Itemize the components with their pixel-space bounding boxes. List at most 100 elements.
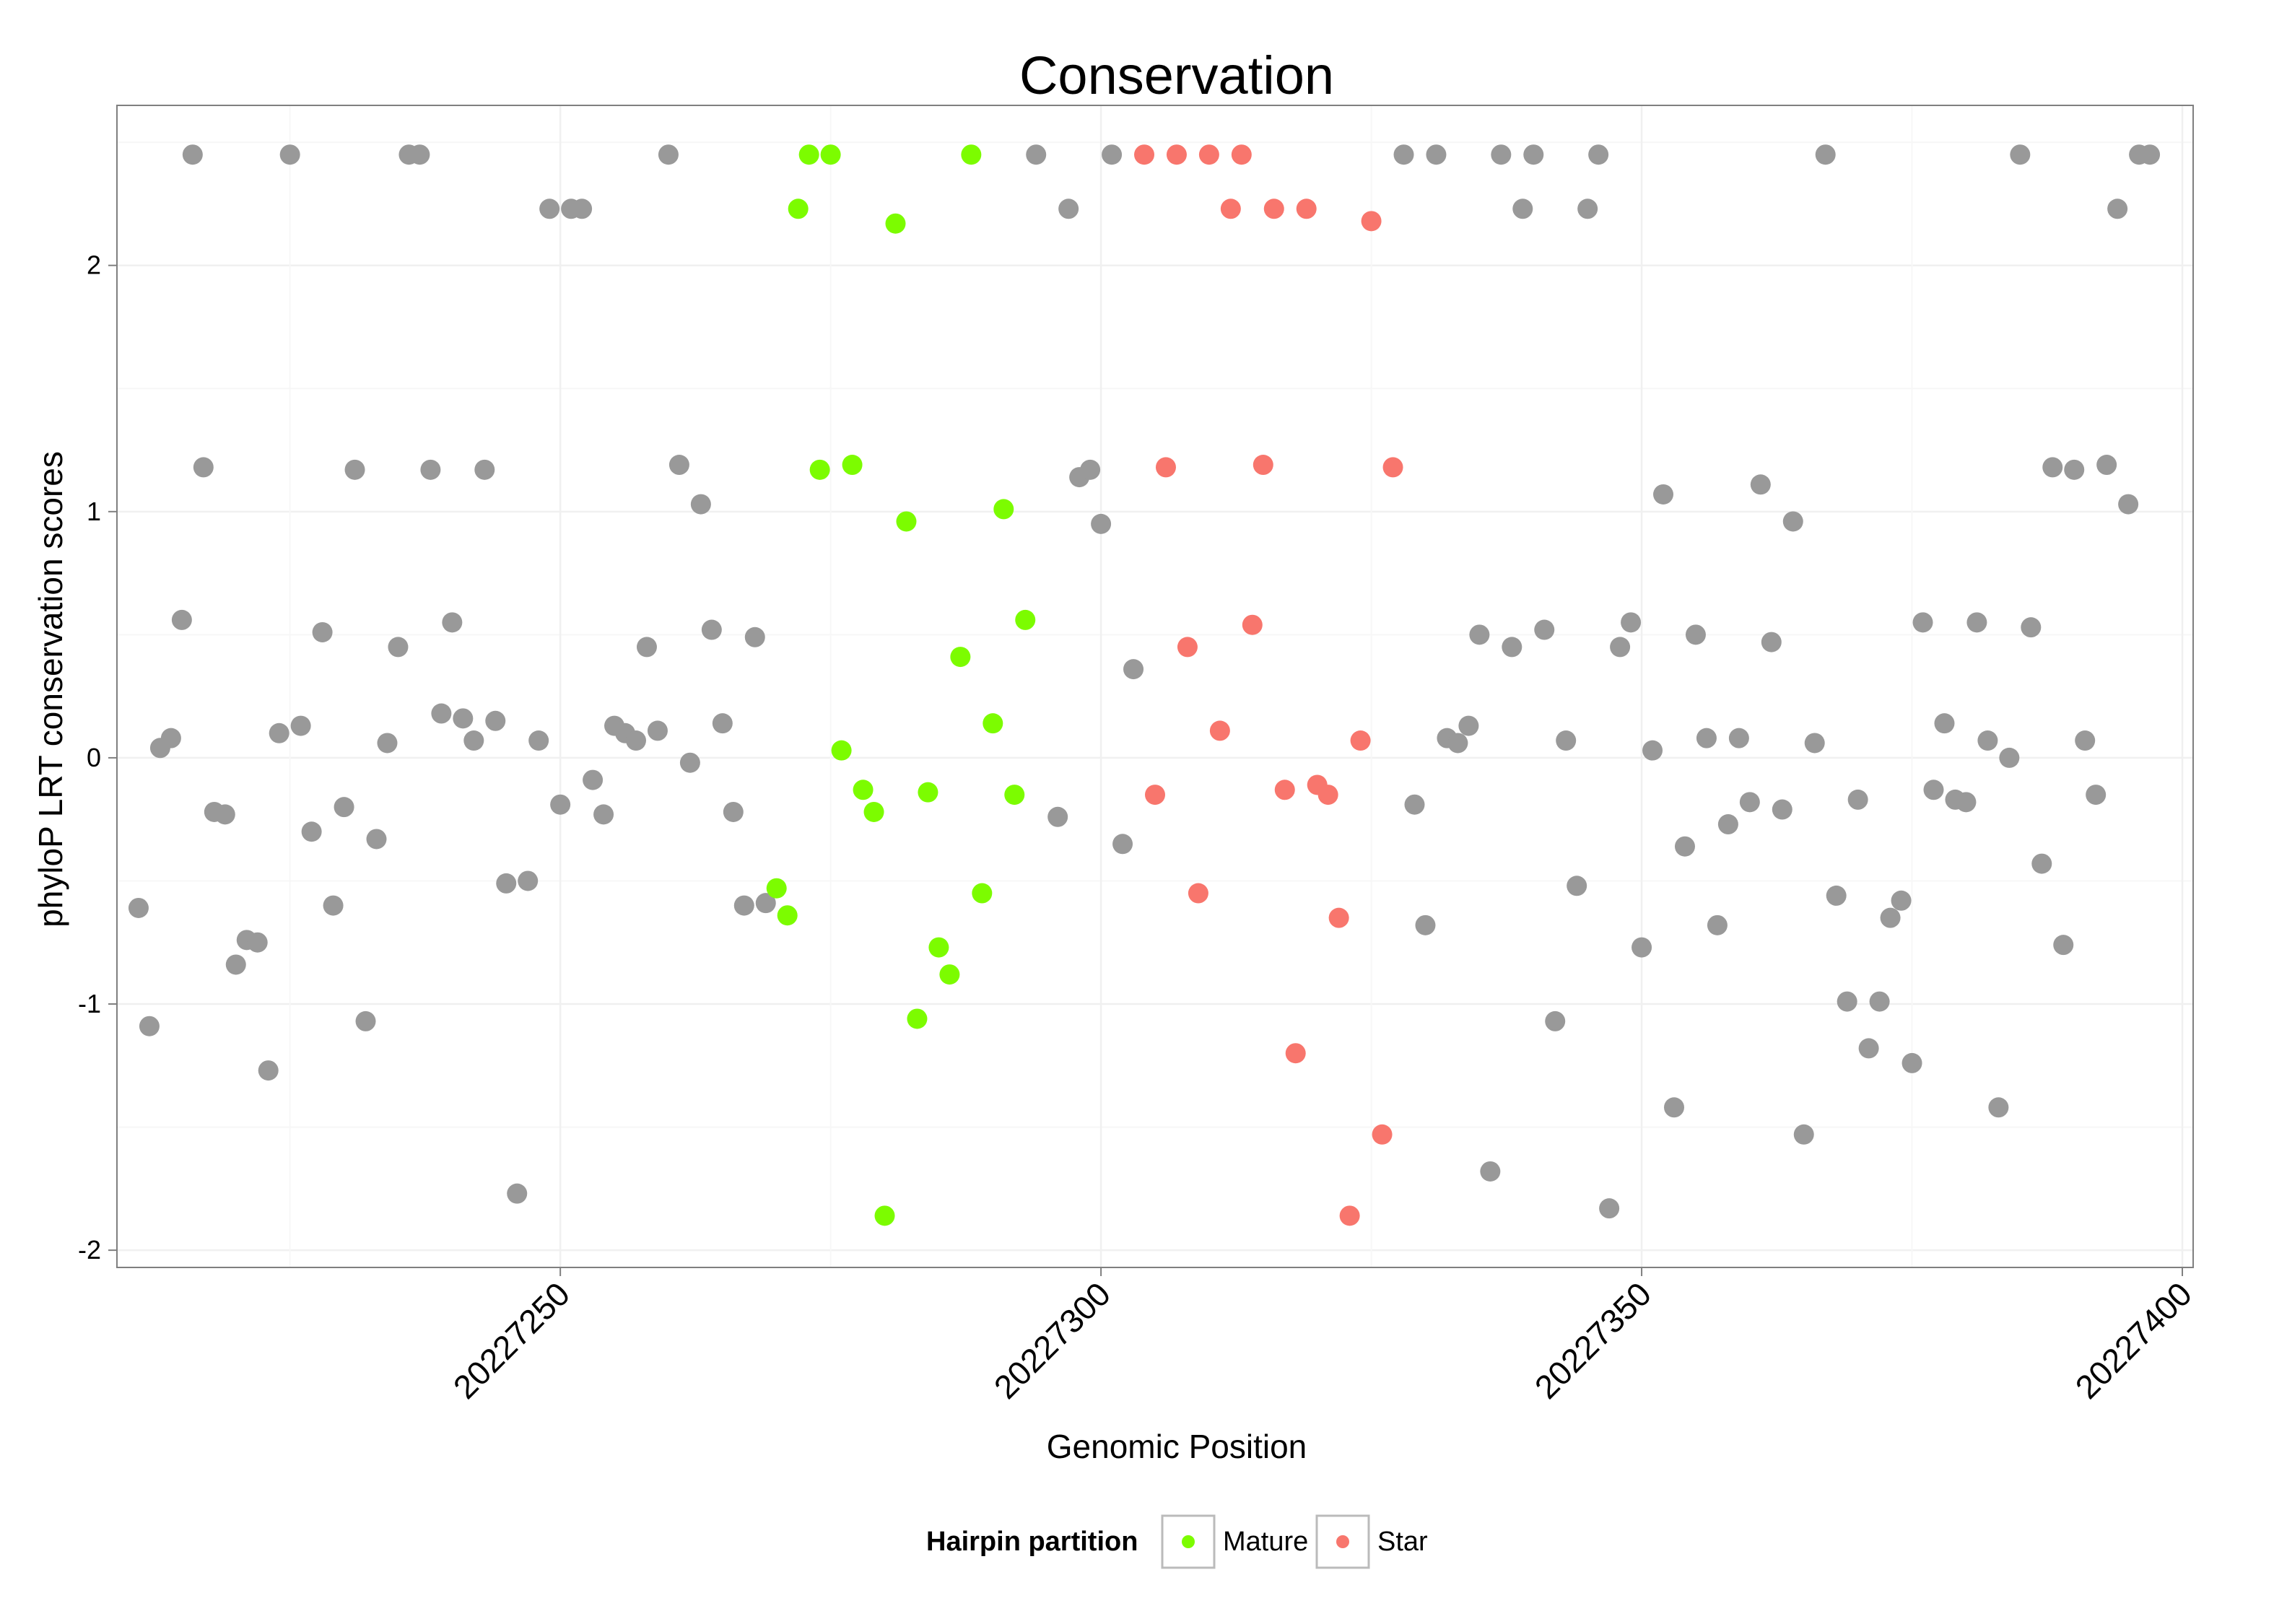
data-point-star <box>1339 1205 1360 1226</box>
data-point-other <box>290 715 311 736</box>
data-point-star <box>1285 1043 1306 1064</box>
data-point-other <box>1707 914 1728 935</box>
data-point-other <box>744 627 765 647</box>
data-point-star <box>1220 198 1241 219</box>
data-point-other <box>1728 728 1749 748</box>
data-point-other <box>1772 799 1792 820</box>
data-point-mature <box>961 144 982 165</box>
data-point-other <box>518 870 539 891</box>
data-point-other <box>463 730 484 751</box>
data-point-other <box>2042 457 2063 478</box>
data-point-other <box>2075 730 2096 751</box>
data-point-other <box>593 804 614 825</box>
data-point-other <box>1610 637 1631 658</box>
data-point-other <box>214 804 235 825</box>
data-point-other <box>1977 730 1998 751</box>
data-point-other <box>1761 632 1782 652</box>
data-point-other <box>1674 836 1695 857</box>
data-point-other <box>2010 144 2031 165</box>
plot-panel-border <box>116 105 2194 1268</box>
data-point-other <box>193 457 214 478</box>
data-point-other <box>1642 740 1663 761</box>
data-point-other <box>733 895 754 916</box>
data-point-star <box>1134 144 1155 165</box>
data-point-other <box>1632 937 1652 958</box>
data-point-other <box>1523 144 1544 165</box>
data-point-other <box>539 198 560 219</box>
data-point-other <box>583 769 604 790</box>
data-point-star <box>1382 457 1403 478</box>
data-point-other <box>507 1183 528 1204</box>
data-point-mature <box>907 1008 928 1029</box>
data-point-other <box>1123 659 1144 680</box>
data-point-other <box>1091 513 1112 534</box>
data-point-star <box>1188 883 1208 904</box>
data-point-star <box>1209 720 1230 741</box>
data-point-other <box>1966 612 1987 633</box>
data-point-other <box>1458 715 1479 736</box>
data-point-star <box>1350 730 1371 751</box>
data-point-other <box>1880 907 1901 928</box>
data-point-other <box>1815 144 1836 165</box>
data-point-other <box>453 708 474 729</box>
data-point-other <box>1469 624 1490 645</box>
data-point-other <box>1599 1198 1620 1219</box>
data-point-other <box>323 895 344 916</box>
data-point-other <box>139 1016 160 1036</box>
data-point-other <box>1491 144 1512 165</box>
data-point-other <box>679 752 700 773</box>
data-point-star <box>1328 907 1349 928</box>
data-point-other <box>258 1060 279 1081</box>
data-point-other <box>626 730 646 751</box>
data-point-other <box>712 713 733 734</box>
data-point-mature <box>863 801 884 822</box>
data-point-other <box>1923 780 1944 800</box>
x-tick-label: 20227400 <box>2068 1275 2199 1405</box>
data-point-other <box>2021 617 2042 638</box>
data-point-star <box>1317 785 1338 806</box>
data-point-other <box>1717 814 1738 835</box>
data-point-other <box>1782 511 1803 532</box>
data-point-other <box>2053 935 2074 956</box>
data-point-other <box>171 609 192 630</box>
data-point-other <box>1891 890 1912 911</box>
data-point-other <box>1058 198 1079 219</box>
data-point-mature <box>874 1205 895 1226</box>
data-point-mature <box>993 499 1014 520</box>
data-point-mature <box>983 713 1003 734</box>
legend-label-mature: Mature <box>1223 1527 1308 1557</box>
data-point-other <box>160 728 181 748</box>
data-point-other <box>1577 198 1598 219</box>
data-point-other <box>1664 1097 1684 1118</box>
y-tick-label: -1 <box>78 989 101 1018</box>
x-tick-label: 20227350 <box>1528 1275 1658 1405</box>
data-point-mature <box>918 782 938 803</box>
legend: Hairpin partition Mature Star <box>926 1514 1428 1569</box>
data-point-mature <box>1004 785 1025 806</box>
data-point-other <box>1847 789 1868 810</box>
data-point-other <box>1393 144 1414 165</box>
data-point-other <box>1545 1010 1566 1031</box>
data-point-mature <box>820 144 841 165</box>
data-point-star <box>1155 457 1176 478</box>
data-point-other <box>1901 1052 1922 1073</box>
data-point-mature <box>1015 609 1036 630</box>
data-point-mature <box>853 780 874 800</box>
data-point-other <box>279 144 300 165</box>
data-point-other <box>312 621 333 642</box>
data-point-other <box>344 459 365 480</box>
data-point-other <box>1956 792 1977 813</box>
data-point-other <box>485 710 506 731</box>
data-point-other <box>2064 459 2085 480</box>
data-point-other <box>1480 1161 1501 1182</box>
data-point-mature <box>788 198 809 219</box>
data-point-other <box>2107 198 2128 219</box>
data-point-other <box>528 730 549 751</box>
y-axis: -2 -1 0 1 2 <box>78 250 117 1265</box>
data-point-other <box>1858 1038 1879 1059</box>
data-point-other <box>668 455 689 476</box>
data-point-other <box>2031 853 2052 874</box>
data-point-other <box>572 198 593 219</box>
data-point-mature <box>809 459 830 480</box>
data-point-other <box>1999 747 2020 768</box>
